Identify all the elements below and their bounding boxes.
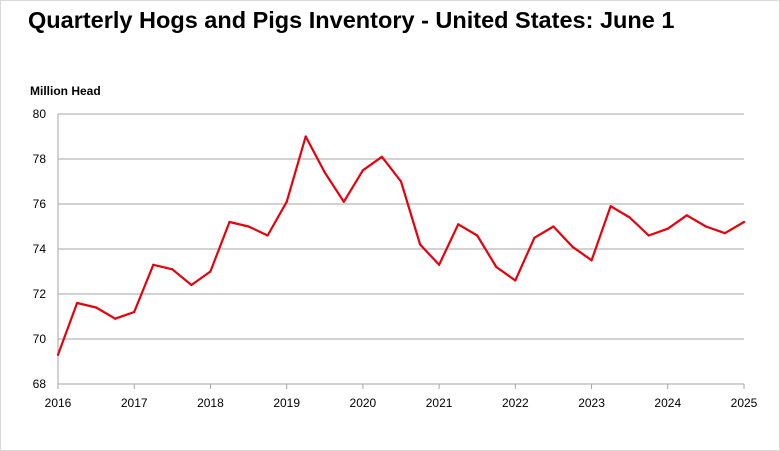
data-point <box>228 220 231 224</box>
data-point <box>133 310 136 314</box>
chart-title: Quarterly Hogs and Pigs Inventory - Unit… <box>28 7 675 33</box>
y-tick-label: 80 <box>33 107 47 121</box>
data-point <box>723 232 727 235</box>
x-tick-label: 2025 <box>731 396 758 410</box>
y-tick-label: 72 <box>33 287 47 301</box>
data-point <box>399 180 403 183</box>
y-tick-label: 74 <box>33 242 47 256</box>
series-line-0 <box>56 135 746 356</box>
data-point <box>704 225 708 228</box>
x-tick-labels: 2016 2017 2018 2019 2020 2021 2022 2023 2024 2025 <box>45 396 758 410</box>
series-group <box>56 135 746 356</box>
data-point <box>361 169 364 172</box>
data-point <box>76 301 79 305</box>
data-point <box>419 243 422 246</box>
data-point <box>266 234 269 237</box>
data-point <box>609 205 612 208</box>
data-point <box>209 270 212 273</box>
x-tick-label: 2023 <box>578 396 605 410</box>
data-point <box>552 225 555 228</box>
y-tick-label: 78 <box>33 152 47 166</box>
data-point <box>647 234 650 237</box>
data-point <box>476 234 479 237</box>
x-tick-label: 2018 <box>197 396 224 410</box>
data-point <box>495 265 498 269</box>
data-point <box>571 245 574 248</box>
data-point <box>590 259 593 262</box>
data-point <box>56 353 60 356</box>
data-point <box>380 155 383 158</box>
y-tick-label: 70 <box>33 332 47 346</box>
y-tick-labels: 68 70 72 74 76 78 80 <box>33 107 47 391</box>
x-tick-label: 2020 <box>350 396 377 410</box>
gridlines <box>58 113 744 340</box>
data-point <box>742 220 746 224</box>
x-tick-label: 2016 <box>45 396 72 410</box>
x-tick-label: 2019 <box>273 396 300 410</box>
data-point <box>666 227 669 230</box>
data-point <box>628 216 631 219</box>
data-point <box>323 171 326 174</box>
y-tick-label: 76 <box>33 197 47 211</box>
data-point <box>457 223 460 226</box>
data-point <box>171 268 174 271</box>
data-point <box>95 306 98 309</box>
axes <box>57 114 745 389</box>
data-point <box>514 279 517 282</box>
y-tick-label: 68 <box>33 377 47 391</box>
x-tick-label: 2017 <box>121 396 148 410</box>
data-point <box>438 263 441 266</box>
data-point <box>342 200 345 203</box>
x-tick-label: 2021 <box>426 396 453 410</box>
x-tick-label: 2024 <box>654 396 681 410</box>
y-axis-label: Million Head <box>30 84 101 98</box>
x-tick-label: 2022 <box>502 396 529 410</box>
data-point <box>685 214 688 217</box>
data-point <box>190 283 193 287</box>
data-point <box>304 135 307 138</box>
data-point <box>285 200 288 203</box>
data-point <box>533 236 536 239</box>
data-point <box>152 263 155 266</box>
data-point <box>114 317 117 320</box>
data-point <box>247 225 250 228</box>
